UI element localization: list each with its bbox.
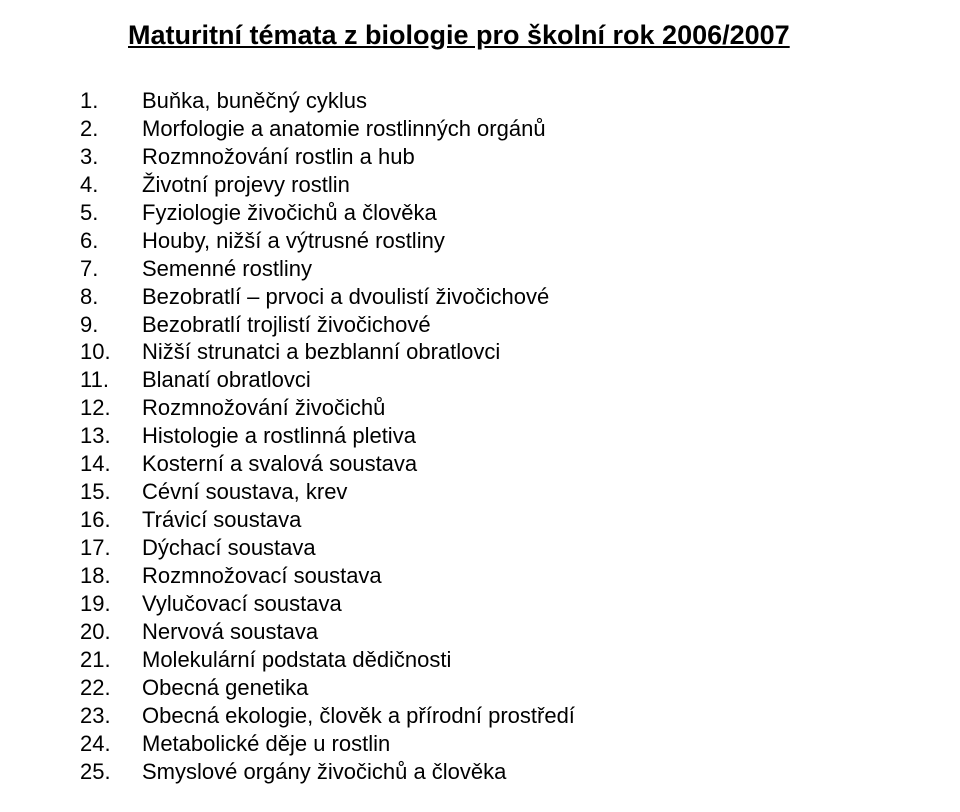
list-item: 19.Vylučovací soustava [80,590,900,618]
item-text: Molekulární podstata dědičnosti [142,646,900,674]
item-number: 17. [80,534,142,562]
item-text: Nervová soustava [142,618,900,646]
item-text: Houby, nižší a výtrusné rostliny [142,227,900,255]
document-page: Maturitní témata z biologie pro školní r… [0,0,960,805]
item-text: Fyziologie živočichů a člověka [142,199,900,227]
item-number: 25. [80,758,142,786]
item-text: Obecná ekologie, člověk a přírodní prost… [142,702,900,730]
list-item: 18.Rozmnožovací soustava [80,562,900,590]
list-item: 12.Rozmnožování živočichů [80,394,900,422]
item-number: 24. [80,730,142,758]
item-text: Blanatí obratlovci [142,366,900,394]
item-number: 16. [80,506,142,534]
list-item: 1.Buňka, buněčný cyklus [80,87,900,115]
item-text: Semenné rostliny [142,255,900,283]
item-text: Histologie a rostlinná pletiva [142,422,900,450]
item-text: Dýchací soustava [142,534,900,562]
item-text: Obecná genetika [142,674,900,702]
item-text: Bezobratlí trojlistí živočichové [142,311,900,339]
item-text: Trávicí soustava [142,506,900,534]
list-item: 9.Bezobratlí trojlistí živočichové [80,311,900,339]
item-number: 14. [80,450,142,478]
list-item: 2.Morfologie a anatomie rostlinných orgá… [80,115,900,143]
item-text: Buňka, buněčný cyklus [142,87,900,115]
list-item: 15.Cévní soustava, krev [80,478,900,506]
item-number: 9. [80,311,142,339]
item-number: 21. [80,646,142,674]
list-item: 11.Blanatí obratlovci [80,366,900,394]
item-number: 4. [80,171,142,199]
item-text: Smyslové orgány živočichů a člověka [142,758,900,786]
list-item: 8.Bezobratlí – prvoci a dvoulistí živoči… [80,283,900,311]
item-text: Vylučovací soustava [142,590,900,618]
item-number: 5. [80,199,142,227]
item-number: 23. [80,702,142,730]
item-number: 7. [80,255,142,283]
item-text: Bezobratlí – prvoci a dvoulistí živočich… [142,283,900,311]
item-number: 13. [80,422,142,450]
list-item: 14.Kosterní a svalová soustava [80,450,900,478]
list-item: 4.Životní projevy rostlin [80,171,900,199]
list-item: 23.Obecná ekologie, člověk a přírodní pr… [80,702,900,730]
item-number: 10. [80,338,142,366]
item-text: Cévní soustava, krev [142,478,900,506]
item-number: 1. [80,87,142,115]
item-number: 11. [80,366,142,394]
list-item: 10.Nižší strunatci a bezblanní obratlovc… [80,338,900,366]
list-item: 24.Metabolické děje u rostlin [80,730,900,758]
item-number: 8. [80,283,142,311]
list-item: 17.Dýchací soustava [80,534,900,562]
item-number: 3. [80,143,142,171]
item-number: 6. [80,227,142,255]
list-item: 13.Histologie a rostlinná pletiva [80,422,900,450]
item-text: Rozmnožovací soustava [142,562,900,590]
item-number: 20. [80,618,142,646]
item-number: 19. [80,590,142,618]
item-text: Nižší strunatci a bezblanní obratlovci [142,338,900,366]
item-text: Kosterní a svalová soustava [142,450,900,478]
topic-list: 1.Buňka, buněčný cyklus 2.Morfologie a a… [80,87,900,785]
item-text: Metabolické děje u rostlin [142,730,900,758]
item-number: 22. [80,674,142,702]
page-title: Maturitní témata z biologie pro školní r… [128,20,900,51]
list-item: 16.Trávicí soustava [80,506,900,534]
list-item: 21.Molekulární podstata dědičnosti [80,646,900,674]
item-number: 15. [80,478,142,506]
list-item: 20.Nervová soustava [80,618,900,646]
item-text: Rozmnožování rostlin a hub [142,143,900,171]
list-item: 6.Houby, nižší a výtrusné rostliny [80,227,900,255]
item-number: 2. [80,115,142,143]
item-text: Životní projevy rostlin [142,171,900,199]
list-item: 22.Obecná genetika [80,674,900,702]
item-text: Rozmnožování živočichů [142,394,900,422]
list-item: 7.Semenné rostliny [80,255,900,283]
item-number: 18. [80,562,142,590]
item-text: Morfologie a anatomie rostlinných orgánů [142,115,900,143]
list-item: 25.Smyslové orgány živočichů a člověka [80,758,900,786]
item-number: 12. [80,394,142,422]
list-item: 5.Fyziologie živočichů a člověka [80,199,900,227]
list-item: 3.Rozmnožování rostlin a hub [80,143,900,171]
